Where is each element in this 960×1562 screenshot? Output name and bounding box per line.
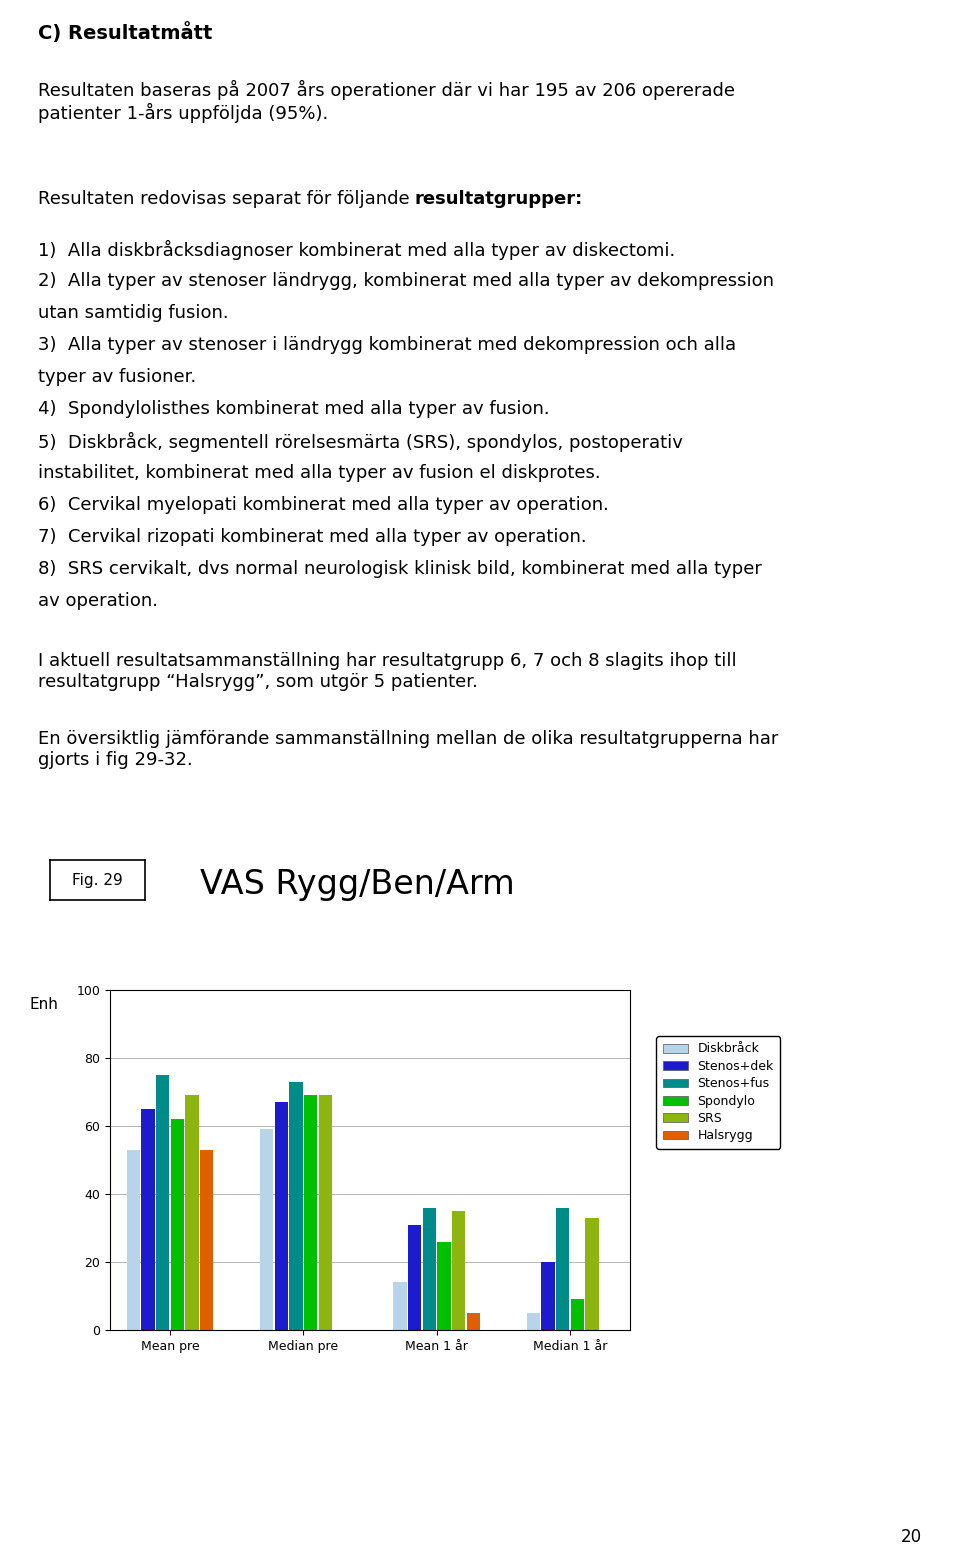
Bar: [541, 1262, 555, 1329]
Bar: [452, 1211, 466, 1329]
Bar: [171, 1120, 184, 1329]
Bar: [127, 1150, 140, 1329]
Text: typer av fusioner.: typer av fusioner.: [38, 369, 196, 386]
Text: 2)  Alla typer av stenoser ländrygg, kombinerat med alla typer av dekompression: 2) Alla typer av stenoser ländrygg, komb…: [38, 272, 774, 291]
Bar: [185, 1095, 199, 1329]
Bar: [289, 1082, 302, 1329]
Bar: [556, 1207, 569, 1329]
Bar: [570, 1300, 584, 1329]
Bar: [319, 1095, 332, 1329]
Bar: [275, 1103, 288, 1329]
Bar: [527, 1314, 540, 1329]
Text: av operation.: av operation.: [38, 592, 158, 611]
Text: 6)  Cervikal myelopati kombinerat med alla typer av operation.: 6) Cervikal myelopati kombinerat med all…: [38, 497, 609, 514]
Bar: [437, 1242, 451, 1329]
Text: 5)  Diskbråck, segmentell rörelsesmärta (SRS), spondylos, postoperativ: 5) Diskbråck, segmentell rörelsesmärta (…: [38, 433, 683, 451]
Y-axis label: Enh: Enh: [29, 997, 58, 1012]
Text: resultatgrupper:: resultatgrupper:: [414, 191, 583, 208]
Text: 20: 20: [900, 1528, 922, 1546]
Bar: [586, 1218, 599, 1329]
Bar: [467, 1314, 480, 1329]
Text: instabilitet, kombinerat med alla typer av fusion el diskprotes.: instabilitet, kombinerat med alla typer …: [38, 464, 601, 483]
Bar: [422, 1207, 436, 1329]
Text: Fig. 29: Fig. 29: [72, 873, 123, 887]
Text: 1)  Alla diskbråcksdiagnoser kombinerat med alla typer av diskectomi.: 1) Alla diskbråcksdiagnoser kombinerat m…: [38, 241, 675, 261]
Text: 7)  Cervikal rizopati kombinerat med alla typer av operation.: 7) Cervikal rizopati kombinerat med alla…: [38, 528, 587, 547]
Text: utan samtidig fusion.: utan samtidig fusion.: [38, 305, 228, 322]
Bar: [200, 1150, 213, 1329]
Text: 3)  Alla typer av stenoser i ländrygg kombinerat med dekompression och alla: 3) Alla typer av stenoser i ländrygg kom…: [38, 336, 736, 355]
Legend: Diskbråck, Stenos+dek, Stenos+fus, Spondylo, SRS, Halsrygg: Diskbråck, Stenos+dek, Stenos+fus, Spond…: [657, 1036, 780, 1148]
Text: I aktuell resultatsammanställning har resultatgrupp 6, 7 och 8 slagits ihop till: I aktuell resultatsammanställning har re…: [38, 651, 736, 690]
Text: 8)  SRS cervikalt, dvs normal neurologisk klinisk bild, kombinerat med alla type: 8) SRS cervikalt, dvs normal neurologisk…: [38, 561, 762, 578]
Bar: [394, 1282, 407, 1329]
Text: Resultaten baseras på 2007 års operationer där vi har 195 av 206 opererade
patie: Resultaten baseras på 2007 års operation…: [38, 80, 735, 123]
Bar: [408, 1225, 421, 1329]
Text: 4)  Spondylolisthes kombinerat med alla typer av fusion.: 4) Spondylolisthes kombinerat med alla t…: [38, 400, 550, 419]
Text: Resultaten redovisas separat för följande: Resultaten redovisas separat för följand…: [38, 191, 416, 208]
Text: C) Resultatmått: C) Resultatmått: [38, 22, 212, 44]
Text: En översiktlig jämförande sammanställning mellan de olika resultatgrupperna har
: En översiktlig jämförande sammanställnin…: [38, 729, 779, 769]
Text: VAS Rygg/Ben/Arm: VAS Rygg/Ben/Arm: [200, 868, 515, 901]
Bar: [260, 1129, 274, 1329]
Bar: [304, 1095, 318, 1329]
Bar: [156, 1075, 169, 1329]
Bar: [141, 1109, 155, 1329]
